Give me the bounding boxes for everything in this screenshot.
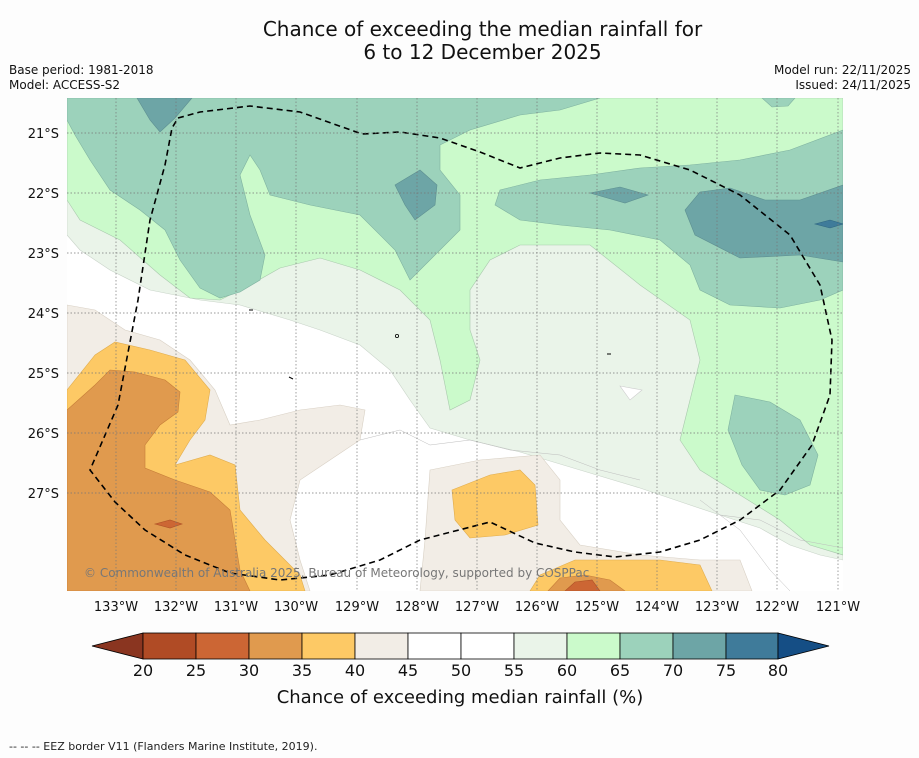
lat-label: 27°S bbox=[28, 487, 59, 502]
lon-label: 131°W bbox=[214, 600, 258, 615]
lon-label: 127°W bbox=[455, 600, 499, 615]
colorbar-swatch bbox=[248, 632, 303, 660]
model-run: Model run: 22/11/2025 bbox=[773, 63, 911, 77]
eez-border bbox=[89, 105, 833, 581]
zone-30-35 bbox=[67, 369, 251, 591]
colorbar-swatch bbox=[407, 632, 462, 660]
colorbar-tick: 30 bbox=[239, 661, 259, 680]
title-line-2: 6 to 12 December 2025 bbox=[363, 40, 602, 64]
lon-label: 121°W bbox=[816, 600, 860, 615]
model-name: Model: ACCESS-S2 bbox=[9, 78, 121, 92]
lon-label: 126°W bbox=[515, 600, 559, 615]
lon-label: 129°W bbox=[335, 600, 379, 615]
lat-label: 24°S bbox=[28, 307, 59, 322]
contour-line-3 bbox=[699, 499, 791, 591]
colorbar-tick: 40 bbox=[345, 661, 365, 680]
colorbar-swatch bbox=[301, 632, 356, 660]
graticule bbox=[67, 98, 843, 591]
lat-label: 22°S bbox=[28, 187, 59, 202]
colorbar-swatch bbox=[725, 632, 779, 660]
title-line-1: Chance of exceeding the median rainfall … bbox=[262, 17, 703, 41]
base-period: Base period: 1981-2018 bbox=[9, 63, 154, 77]
colorbar-swatch bbox=[142, 632, 197, 660]
lon-label: 133°W bbox=[94, 600, 138, 615]
lon-label: 128°W bbox=[395, 600, 439, 615]
colorbar-tick: 60 bbox=[557, 661, 577, 680]
colorbar-tick: 75 bbox=[716, 661, 736, 680]
colorbar: 20 25 30 35 40 45 50 55 60 65 70 75 80 C… bbox=[91, 632, 830, 708]
lon-label: 124°W bbox=[635, 600, 679, 615]
colorbar-tick: 45 bbox=[398, 661, 418, 680]
zone-25-30-b bbox=[564, 579, 601, 591]
lon-label: 125°W bbox=[575, 600, 619, 615]
colorbar-swatch bbox=[460, 632, 515, 660]
colorbar-tick: 50 bbox=[451, 661, 471, 680]
copyright-text: © Commonwealth of Australia 2025, Bureau… bbox=[84, 566, 589, 580]
zone-65-70-north bbox=[67, 98, 601, 299]
colorbar-over-arrow bbox=[777, 632, 830, 660]
latitude-labels: 21°S 22°S 23°S 24°S 25°S 26°S 27°S bbox=[28, 127, 59, 502]
eez-footnote: -- -- -- EEZ border V11 (Flanders Marine… bbox=[9, 740, 318, 753]
lat-label: 21°S bbox=[28, 127, 59, 142]
zone-70-75-d bbox=[589, 186, 649, 204]
colorbar-title: Chance of exceeding median rainfall (%) bbox=[277, 687, 644, 708]
lat-label: 26°S bbox=[28, 427, 59, 442]
lon-label: 123°W bbox=[695, 600, 739, 615]
lon-label: 130°W bbox=[274, 600, 318, 615]
colorbar-swatch bbox=[195, 632, 250, 660]
zone-70-75-b bbox=[394, 169, 438, 221]
colorbar-swatch bbox=[354, 632, 409, 660]
lat-label: 23°S bbox=[28, 247, 59, 262]
colorbar-tick: 65 bbox=[610, 661, 630, 680]
colorbar-tick: 20 bbox=[133, 661, 153, 680]
chart-title: Chance of exceeding the median rainfall … bbox=[0, 18, 919, 64]
lon-label: 122°W bbox=[755, 600, 799, 615]
contour-line-2 bbox=[719, 514, 843, 549]
contour-layers bbox=[67, 98, 843, 591]
lat-label: 25°S bbox=[28, 367, 59, 382]
zone-75-80 bbox=[813, 219, 843, 229]
colorbar-tick: 80 bbox=[768, 661, 788, 680]
colorbar-under-arrow bbox=[91, 632, 144, 660]
colorbar-swatch bbox=[513, 632, 568, 660]
colorbar-tick: 70 bbox=[663, 661, 683, 680]
colorbar-swatch bbox=[619, 632, 674, 660]
colorbar-swatch bbox=[672, 632, 727, 660]
island-marker bbox=[394, 333, 399, 338]
issued-date: Issued: 24/11/2025 bbox=[795, 78, 911, 92]
zone-65-70-top-right bbox=[761, 98, 796, 108]
longitude-labels: 133°W 132°W 131°W 130°W 129°W 128°W 127°… bbox=[94, 600, 860, 615]
zone-35-40-tick bbox=[619, 385, 643, 401]
zone-65-70-southeast bbox=[727, 394, 819, 496]
zone-70-75-a bbox=[136, 98, 193, 133]
colorbar-tick: 55 bbox=[504, 661, 524, 680]
contour-line bbox=[359, 429, 641, 481]
zone-25-30-a bbox=[153, 519, 183, 529]
zone-65-70-east bbox=[494, 129, 843, 309]
colorbar-tick: 35 bbox=[292, 661, 312, 680]
map-panel: © Commonwealth of Australia 2025, Bureau… bbox=[67, 98, 843, 591]
colorbar-swatch bbox=[566, 632, 621, 660]
lon-label: 132°W bbox=[154, 600, 198, 615]
colorbar-tick: 25 bbox=[186, 661, 206, 680]
island-marker-3 bbox=[288, 376, 294, 380]
meta-right: Model run: 22/11/2025 Issued: 24/11/2025 bbox=[774, 63, 911, 93]
meta-left: Base period: 1981-2018 Model: ACCESS-S2 bbox=[9, 63, 154, 93]
zone-35-40-south bbox=[451, 469, 539, 539]
